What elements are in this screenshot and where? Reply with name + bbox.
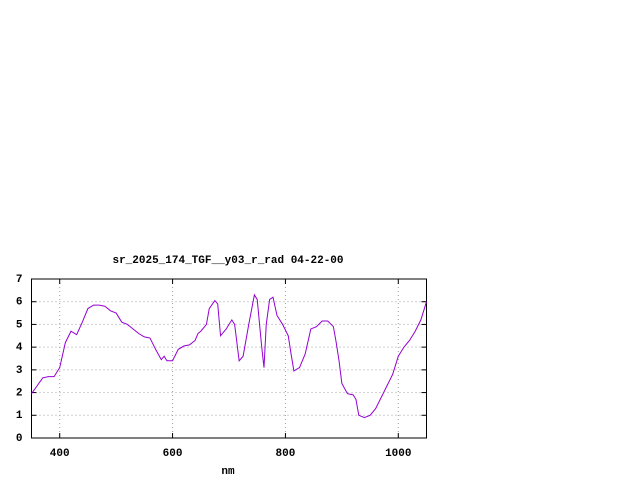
y-tick-label: 0 xyxy=(16,433,23,445)
y-tick-label: 4 xyxy=(16,342,23,354)
x-tick-label: 400 xyxy=(50,448,70,460)
x-axis-label: nm xyxy=(221,466,235,478)
plot-border xyxy=(31,278,427,439)
y-tick-label: 2 xyxy=(16,387,23,399)
y-tick-label: 5 xyxy=(16,319,23,331)
x-tick-label: 800 xyxy=(276,448,296,460)
y-tick-label: 1 xyxy=(16,410,23,422)
chart-title: sr_2025_174_TGF__y03_r_rad 04-22-00 xyxy=(112,255,343,267)
y-tick-label: 7 xyxy=(16,274,23,286)
y-tick-label: 3 xyxy=(16,365,23,377)
y-tick-label: 6 xyxy=(16,297,23,309)
x-tick-label: 1000 xyxy=(385,448,411,460)
x-tick-label: 600 xyxy=(163,448,183,460)
data-line xyxy=(31,293,427,419)
